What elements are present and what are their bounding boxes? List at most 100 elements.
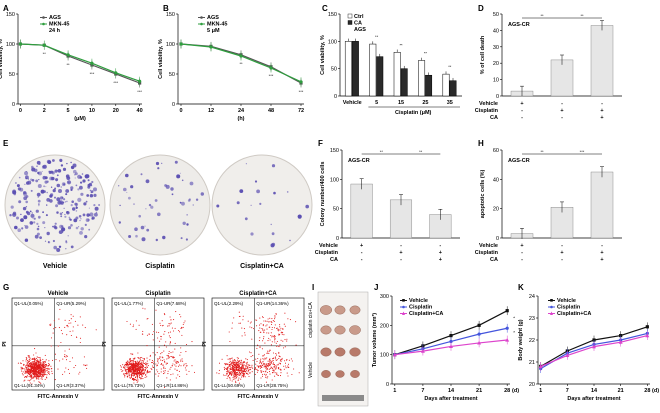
flow-event (275, 359, 277, 361)
row-label-ca: CA (330, 257, 338, 263)
flow-event (241, 376, 243, 378)
flow-event (293, 368, 295, 370)
colony (270, 223, 272, 226)
row-label-cisplatin: Cisplatin (475, 250, 499, 256)
flow-event (50, 337, 53, 339)
flow-event (166, 358, 168, 360)
flow-event (286, 359, 288, 361)
colony (57, 169, 62, 173)
flow-event (238, 368, 240, 370)
flow-event (48, 364, 51, 366)
flow-event (183, 363, 185, 365)
flow-event (82, 324, 84, 326)
colony (37, 225, 40, 228)
flow-event (262, 325, 264, 327)
colony (179, 172, 181, 174)
flow-event (145, 367, 147, 369)
flow-event (42, 364, 44, 366)
quadrant-lr: Q1-LR(14.86%) (156, 383, 188, 388)
colony (195, 198, 199, 201)
colony (83, 202, 87, 206)
flow-event (273, 336, 275, 338)
flow-event (247, 373, 249, 375)
colony (88, 228, 91, 231)
y-tick-label: 50 (493, 12, 499, 18)
flow-event (33, 380, 35, 382)
flow-event (160, 324, 162, 326)
flow-event (27, 361, 29, 363)
flow-event (249, 369, 252, 371)
flow-event (48, 368, 50, 370)
data-point (505, 338, 510, 342)
flow-event (24, 376, 26, 378)
colony (9, 214, 12, 217)
y-tick-label: 23 (529, 316, 535, 322)
colony (145, 179, 150, 184)
flow-event (67, 324, 69, 326)
colony (176, 174, 181, 179)
flow-event (185, 365, 187, 367)
flow-event (31, 367, 33, 370)
flow-event (229, 374, 231, 376)
flow-event (163, 370, 165, 372)
flow-event (142, 361, 144, 363)
flow-event (161, 320, 163, 322)
y-tick-label: 150 (166, 12, 175, 18)
flow-event (274, 337, 276, 339)
flow-event (66, 334, 68, 336)
flow-event (48, 371, 50, 373)
flow-event (137, 367, 139, 370)
flow-event (180, 327, 182, 329)
flow-event (239, 360, 241, 362)
flow-event (283, 323, 285, 325)
flow-event (44, 369, 46, 371)
flow-event (232, 368, 235, 370)
row-mark: - (521, 257, 523, 263)
data-point (114, 71, 118, 75)
flow-event (140, 378, 142, 380)
colony (22, 206, 27, 211)
flow-event (33, 357, 35, 359)
y-axis-title: Body weight (g) (518, 319, 524, 360)
flow-event (178, 364, 181, 366)
flow-event (151, 360, 153, 362)
flow-event (29, 379, 31, 381)
flow-event (274, 372, 276, 374)
flow-event (28, 372, 30, 374)
flow-event (138, 361, 140, 363)
colony (23, 191, 28, 197)
flow-event (158, 331, 160, 334)
flow-event (29, 359, 31, 361)
flow-event (136, 373, 138, 375)
flow-event (236, 369, 238, 371)
panel-label-i: I (312, 283, 314, 292)
flow-event (176, 369, 178, 371)
flow-event (263, 371, 265, 373)
flow-event (274, 315, 276, 317)
flow-event (128, 369, 130, 371)
flow-event (146, 370, 148, 372)
flow-event (239, 322, 241, 324)
colony (29, 210, 32, 213)
flow-event (174, 359, 176, 361)
colony (93, 204, 96, 207)
flow-event (251, 327, 253, 329)
colony (73, 218, 78, 223)
flow-event (272, 371, 274, 374)
flow-event (129, 358, 131, 360)
colony-dishes-panel: Vehicle Cisplatin Cisplatin+CA (4, 154, 313, 270)
flow-event (46, 374, 48, 376)
flow-event (167, 373, 169, 375)
data-point (477, 340, 482, 345)
flow-event (244, 334, 246, 336)
colony (24, 183, 26, 185)
colony (59, 158, 63, 162)
colony (19, 187, 24, 192)
colony (58, 230, 63, 235)
flow-event (282, 327, 284, 330)
flow-event (44, 372, 46, 374)
tumor (349, 347, 361, 357)
flow-event (135, 366, 137, 368)
colony (45, 186, 47, 188)
